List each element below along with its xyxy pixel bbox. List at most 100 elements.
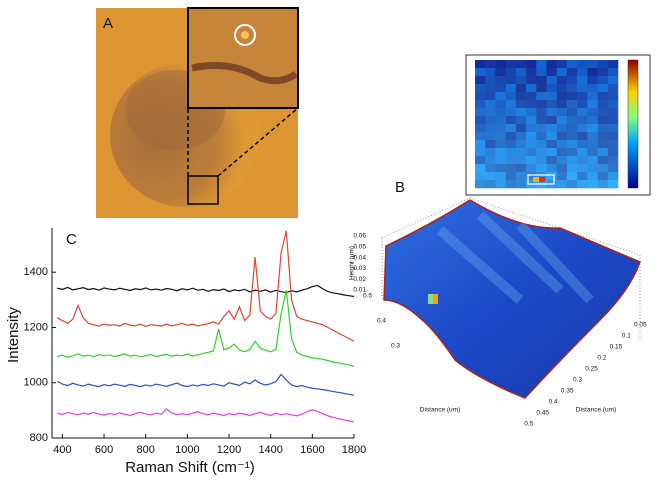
heatmap-cell: [577, 180, 588, 189]
heatmap-cell: [526, 76, 537, 85]
heatmap-cell: [495, 100, 506, 109]
heatmap-cell: [556, 76, 568, 85]
x-tick-label: 1000: [175, 444, 199, 456]
heatmap-cell: [536, 148, 547, 157]
z-tick-label: 0.02: [353, 276, 366, 283]
heatmap-cell: [566, 156, 578, 165]
heatmap-cell: [505, 156, 517, 165]
z-tick-label: 0.04: [353, 254, 366, 261]
heatmap-cell: [505, 180, 517, 189]
heatmap-cell: [577, 140, 588, 149]
heatmap-cell: [556, 92, 568, 101]
tick-label: 0.05: [634, 322, 647, 329]
heatmap-cell: [607, 140, 619, 149]
heatmap-cell: [546, 124, 558, 133]
heatmap-cell: [515, 84, 527, 93]
heatmap-cell: [495, 124, 506, 133]
heatmap-cell: [526, 68, 537, 77]
heatmap-cell: [577, 68, 588, 77]
heatmap-cell: [577, 156, 588, 165]
heatmap-cell: [607, 156, 619, 165]
heatmap-cell: [515, 68, 527, 77]
heatmap-cell: [505, 60, 517, 69]
heatmap-cell: [505, 172, 517, 181]
heatmap-cell: [475, 60, 486, 69]
heatmap-cell: [505, 116, 517, 125]
heatmap-cell: [587, 172, 598, 181]
heatmap-cell: [566, 100, 578, 109]
x-tick-label: 1600: [300, 444, 324, 456]
heatmap-cell: [475, 156, 486, 165]
heatmap-cell: [607, 76, 619, 85]
heatmap-cell: [587, 124, 598, 133]
heatmap-cell: [505, 132, 517, 141]
heatmap-cell: [515, 180, 527, 189]
heatmap-cell: [526, 84, 537, 93]
heatmap-cell: [587, 60, 598, 69]
heatmap-cell: [475, 172, 486, 181]
heatmap-cell: [536, 132, 547, 141]
heatmap-cell: [587, 100, 598, 109]
panel-label: B: [395, 179, 405, 196]
tick-label: 0.1: [622, 333, 631, 340]
heatmap-cell: [475, 76, 486, 85]
spectrum-line: [56, 373, 355, 396]
heatmap-cell: [526, 164, 537, 173]
heatmap-cell: [526, 132, 537, 141]
axis-label: Distance (um): [576, 407, 616, 414]
heatmap-cell: [505, 164, 517, 173]
heatmap-cell: [485, 156, 496, 165]
heatmap-cell: [587, 108, 598, 117]
heatmap-cell: [495, 140, 506, 149]
heatmap-cell: [566, 124, 578, 133]
tick-label: 0.45: [536, 410, 549, 417]
heatmap-cell: [536, 60, 547, 69]
axis-label: Distance (um): [420, 407, 460, 414]
micrograph: A: [96, 7, 299, 218]
heatmap-cell: [526, 100, 537, 109]
y-tick-label: 1400: [24, 266, 48, 278]
heatmap-cell: [505, 108, 517, 117]
heatmap-cell: [577, 92, 588, 101]
heatmap-cell: [526, 140, 537, 149]
heatmap-cell: [566, 76, 578, 85]
panel-label: A: [103, 15, 113, 32]
z-tick-label: 0.03: [353, 265, 366, 272]
heatmap-cell: [505, 76, 517, 85]
heatmap-cell: [536, 84, 547, 93]
heatmap-cell: [587, 156, 598, 165]
heatmap-cell: [556, 116, 568, 125]
heatmap-cell: [597, 68, 609, 77]
heatmap-cell: [607, 60, 619, 69]
tick-label: 0.25: [585, 366, 598, 373]
heatmap-cell: [607, 100, 619, 109]
x-tick-label: 1200: [217, 444, 241, 456]
heatmap-cell: [546, 140, 558, 149]
heatmap-cell: [485, 92, 496, 101]
heatmap-cell: [597, 116, 609, 125]
heatmap-cell: [515, 100, 527, 109]
heatmap-cell: [607, 132, 619, 141]
heatmap-cell: [485, 116, 496, 125]
heatmap-cell: [566, 108, 578, 117]
heatmap-cell: [475, 68, 486, 77]
x-tick-label: 800: [137, 444, 155, 456]
y-axis-label: Intensity: [5, 307, 22, 363]
heatmap-cell: [505, 92, 517, 101]
heatmap-cell: [475, 132, 486, 141]
heatmap-cell: [495, 116, 506, 125]
heatmap-cell: [505, 124, 517, 133]
heatmap-cell: [475, 84, 486, 93]
heatmap-cell: [597, 148, 609, 157]
heatmap-cell: [577, 100, 588, 109]
heatmap-cell: [546, 100, 558, 109]
heatmap-cell: [577, 116, 588, 125]
heatmap-cell: [515, 148, 527, 157]
heatmap-cell: [597, 156, 609, 165]
heatmap-cell: [546, 116, 558, 125]
heatmap-cell: [566, 68, 578, 77]
heatmap-cell: [597, 172, 609, 181]
heatmap-cell: [495, 132, 506, 141]
spectra-chart: C Raman Shift (cm⁻¹) Intensity 400 600 800…: [5, 228, 366, 476]
heatmap-cell: [536, 68, 547, 77]
